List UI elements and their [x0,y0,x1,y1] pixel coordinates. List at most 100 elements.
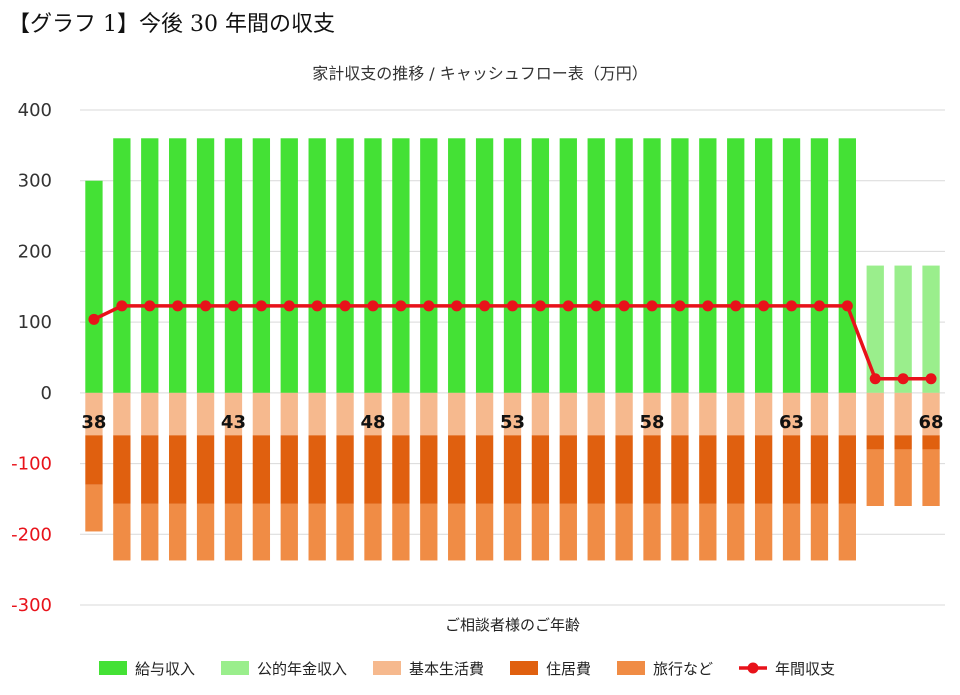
bar-segment [838,138,856,393]
bar-segment [922,392,940,436]
bar-segment [810,435,829,504]
bar-segment [531,435,550,504]
bar-segment [531,138,550,393]
legend-item: 住居費 [510,660,591,678]
bar-segment [280,435,298,504]
y-tick-label: -100 [11,454,52,475]
bar-segment [587,392,605,436]
bar-segment [782,503,801,561]
bar-segment [113,435,131,504]
bar-segment [475,392,494,436]
series-point [702,300,714,312]
bar-segment [810,503,829,561]
bar-segment [894,435,912,450]
series-point [730,300,742,312]
y-tick-label: 100 [18,312,52,333]
bar-segment [782,392,801,436]
bar-segment [503,435,522,504]
legend-label: 年間収支 [775,660,835,678]
series-point [255,300,267,312]
bar-segment [559,503,577,561]
series-point [758,300,770,312]
series-point [590,300,602,312]
y-tick-label: 400 [18,100,52,121]
bar-segment [85,392,103,436]
bar-segment [280,503,298,561]
series-point [925,373,937,385]
series-point [534,300,546,312]
bar-segment [699,435,717,504]
x-tick-label: 63 [779,412,804,433]
series-point [116,300,128,312]
series-point [646,300,658,312]
legend-label: 基本生活費 [409,660,484,678]
series-point [227,300,239,312]
series-point [311,300,323,312]
bar-segment [671,503,689,561]
series-point [507,300,518,312]
bar-segment [420,138,438,393]
y-tick-label: -300 [11,595,52,616]
x-tick-label: 53 [500,412,525,433]
legend-swatch [221,661,249,675]
bar-segment [364,503,382,561]
bar-segment [113,392,131,436]
bar-segment [587,435,605,504]
bar-segment [308,503,326,561]
bar-segment [754,503,773,561]
legend-swatch [617,661,645,675]
legend-item: 給与収入 [99,660,195,678]
bar-segment [671,392,689,436]
bar-segment [894,449,912,506]
series-point [88,313,100,325]
series-point [813,300,825,312]
bar-segment [448,392,466,436]
legend-swatch [99,661,127,675]
bar-segment [727,138,745,393]
bar-segment [196,503,215,561]
series-point [786,300,798,312]
legend-item: 基本生活費 [373,660,484,678]
series-point [451,300,463,312]
bar-segment [224,503,243,561]
bar-segment [85,435,103,485]
series-point [172,300,184,312]
bar-segment [336,138,354,393]
bar-segment [727,435,745,504]
bar-segment [448,503,466,561]
bar-segment [727,392,745,436]
bar-segment [141,138,159,393]
bar-segment [922,449,940,506]
bar-segment [866,435,884,450]
bar-segment [224,138,243,393]
chart-title: 家計収支の推移 / キャッシュフロー表（万円） [312,64,648,83]
legend-marker [747,662,759,674]
bar-segment [559,138,577,393]
tick-layer: 400 300 200 100 0 -100 -200 -300 38 43 48 53 58 63 68 [11,100,943,616]
y-tick-label: -200 [11,524,52,545]
legend-label: 給与収入 [135,660,195,678]
bar-segment [336,503,354,561]
x-tick-label: 38 [81,412,106,433]
line-layer [88,300,937,385]
page-heading: 【グラフ 1】今後 30 年間の収支 [8,12,335,37]
y-tick-label: 300 [18,171,52,192]
bar-segment [866,449,884,506]
x-tick-label: 68 [919,412,944,433]
bar-segment [252,138,271,393]
bar-segment [336,392,354,436]
bar-segment [85,484,103,532]
bar-segment [727,503,745,561]
bar-segment [615,435,633,504]
bar-segment [810,392,829,436]
series-point [618,300,630,312]
series-point [674,300,686,312]
bar-segment [448,138,466,393]
series-point [897,373,909,385]
bar-segment [671,435,689,504]
bar-segment [169,503,187,561]
bar-segment [671,138,689,393]
series-point [869,373,881,385]
bar-segment [559,435,577,504]
